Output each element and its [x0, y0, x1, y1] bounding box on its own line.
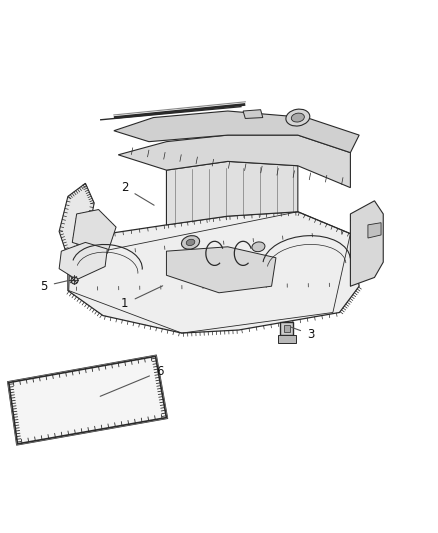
Polygon shape: [59, 183, 94, 258]
Polygon shape: [9, 356, 166, 444]
Polygon shape: [114, 111, 359, 152]
Polygon shape: [368, 223, 381, 238]
Text: 3: 3: [291, 327, 314, 341]
Text: 6: 6: [100, 365, 164, 397]
Polygon shape: [118, 135, 350, 188]
Polygon shape: [166, 161, 298, 225]
Bar: [284, 326, 290, 332]
Text: 5: 5: [40, 280, 68, 293]
Ellipse shape: [291, 113, 304, 122]
Ellipse shape: [186, 239, 195, 246]
Ellipse shape: [286, 109, 310, 126]
Polygon shape: [166, 247, 276, 293]
Text: 1: 1: [121, 286, 162, 310]
Polygon shape: [350, 201, 383, 286]
Bar: [280, 322, 293, 335]
Polygon shape: [68, 212, 359, 333]
Polygon shape: [59, 243, 107, 280]
Ellipse shape: [181, 236, 200, 249]
Polygon shape: [278, 335, 296, 343]
Ellipse shape: [252, 242, 265, 252]
Polygon shape: [243, 110, 263, 118]
Polygon shape: [72, 209, 116, 253]
Text: 2: 2: [121, 181, 154, 205]
